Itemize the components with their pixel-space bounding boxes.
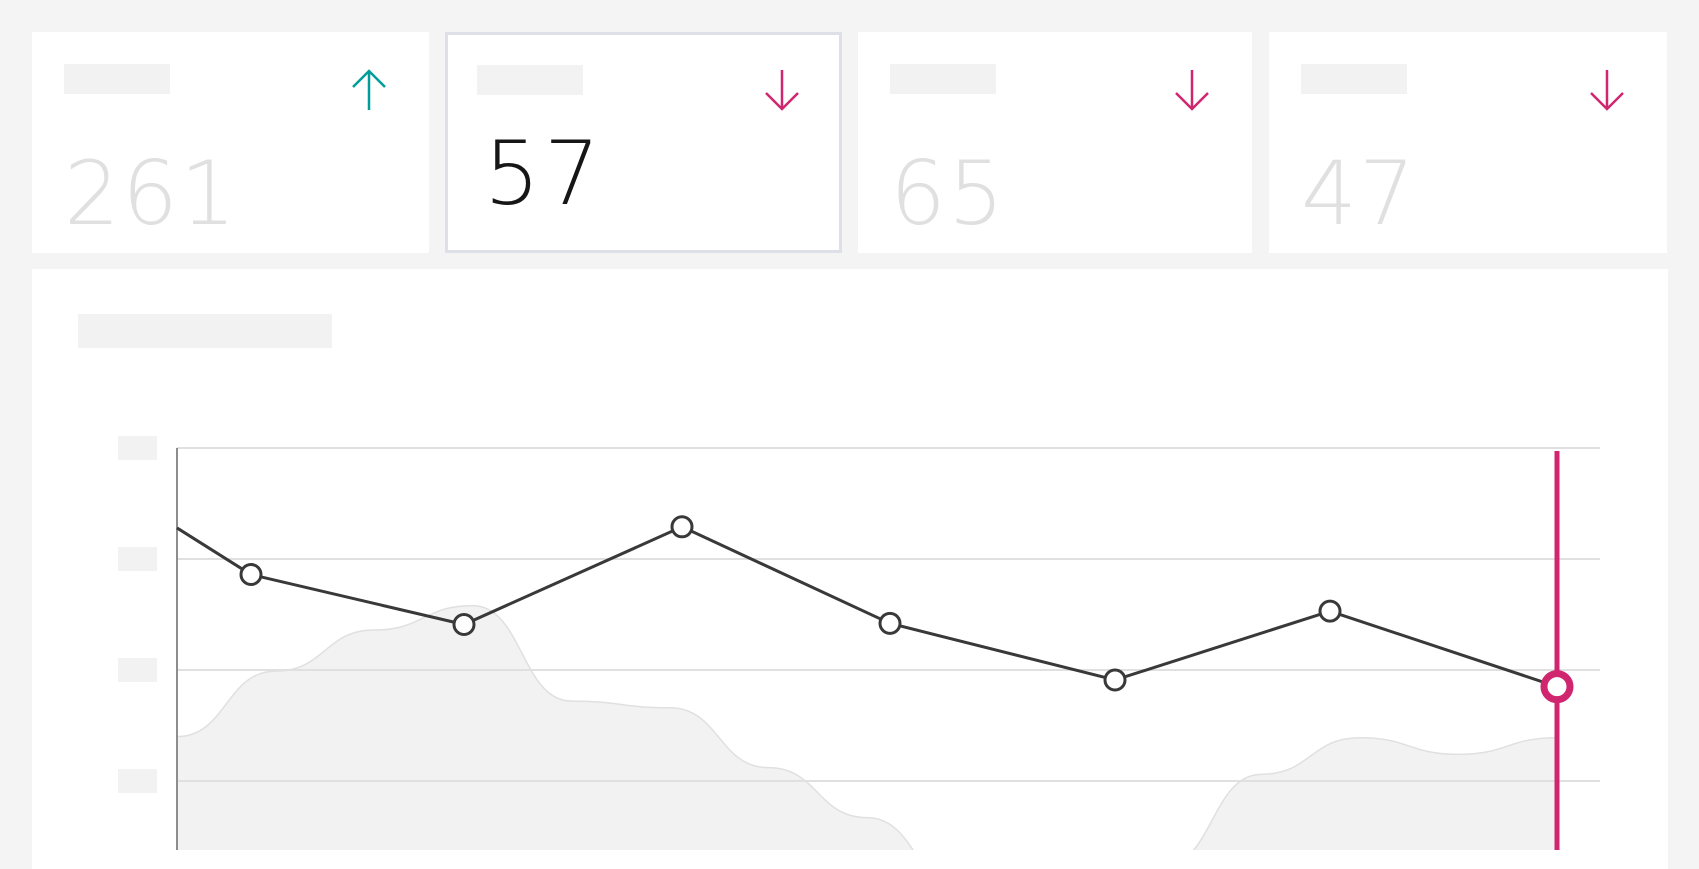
y-tick-label-placeholder <box>118 436 157 460</box>
data-point[interactable] <box>1318 599 1342 623</box>
data-point[interactable] <box>1103 668 1127 692</box>
kpi-value: 65 <box>890 142 1006 245</box>
arrow-down-icon <box>1590 70 1624 111</box>
y-tick-label-placeholder <box>118 547 157 571</box>
arrow-down-icon <box>765 70 799 111</box>
arrow-up-icon <box>352 69 386 110</box>
kpi-card-3[interactable]: 65 <box>858 32 1252 253</box>
arrow-down-icon <box>1175 70 1209 111</box>
data-point[interactable] <box>878 611 902 635</box>
background-area <box>176 604 1558 850</box>
kpi-card-1[interactable]: 261 <box>32 32 429 253</box>
kpi-card-4[interactable]: 47 <box>1269 32 1667 253</box>
data-point[interactable] <box>452 612 476 636</box>
kpi-label-placeholder <box>477 65 583 95</box>
kpi-label-placeholder <box>64 64 170 94</box>
y-tick-label-placeholder <box>118 658 157 682</box>
selected-data-point[interactable] <box>1540 670 1574 704</box>
data-point[interactable] <box>670 515 694 539</box>
kpi-card-2[interactable]: 57 <box>445 32 842 253</box>
kpi-label-placeholder <box>890 64 996 94</box>
chart-title-placeholder <box>78 314 332 348</box>
line-chart[interactable] <box>0 0 1699 850</box>
kpi-label-placeholder <box>1301 64 1407 94</box>
series-line <box>176 525 1558 689</box>
data-point[interactable] <box>239 563 263 587</box>
y-tick-label-placeholder <box>118 769 157 793</box>
kpi-value: 261 <box>64 142 238 245</box>
kpi-value: 57 <box>484 122 604 225</box>
kpi-value: 47 <box>1301 142 1417 245</box>
